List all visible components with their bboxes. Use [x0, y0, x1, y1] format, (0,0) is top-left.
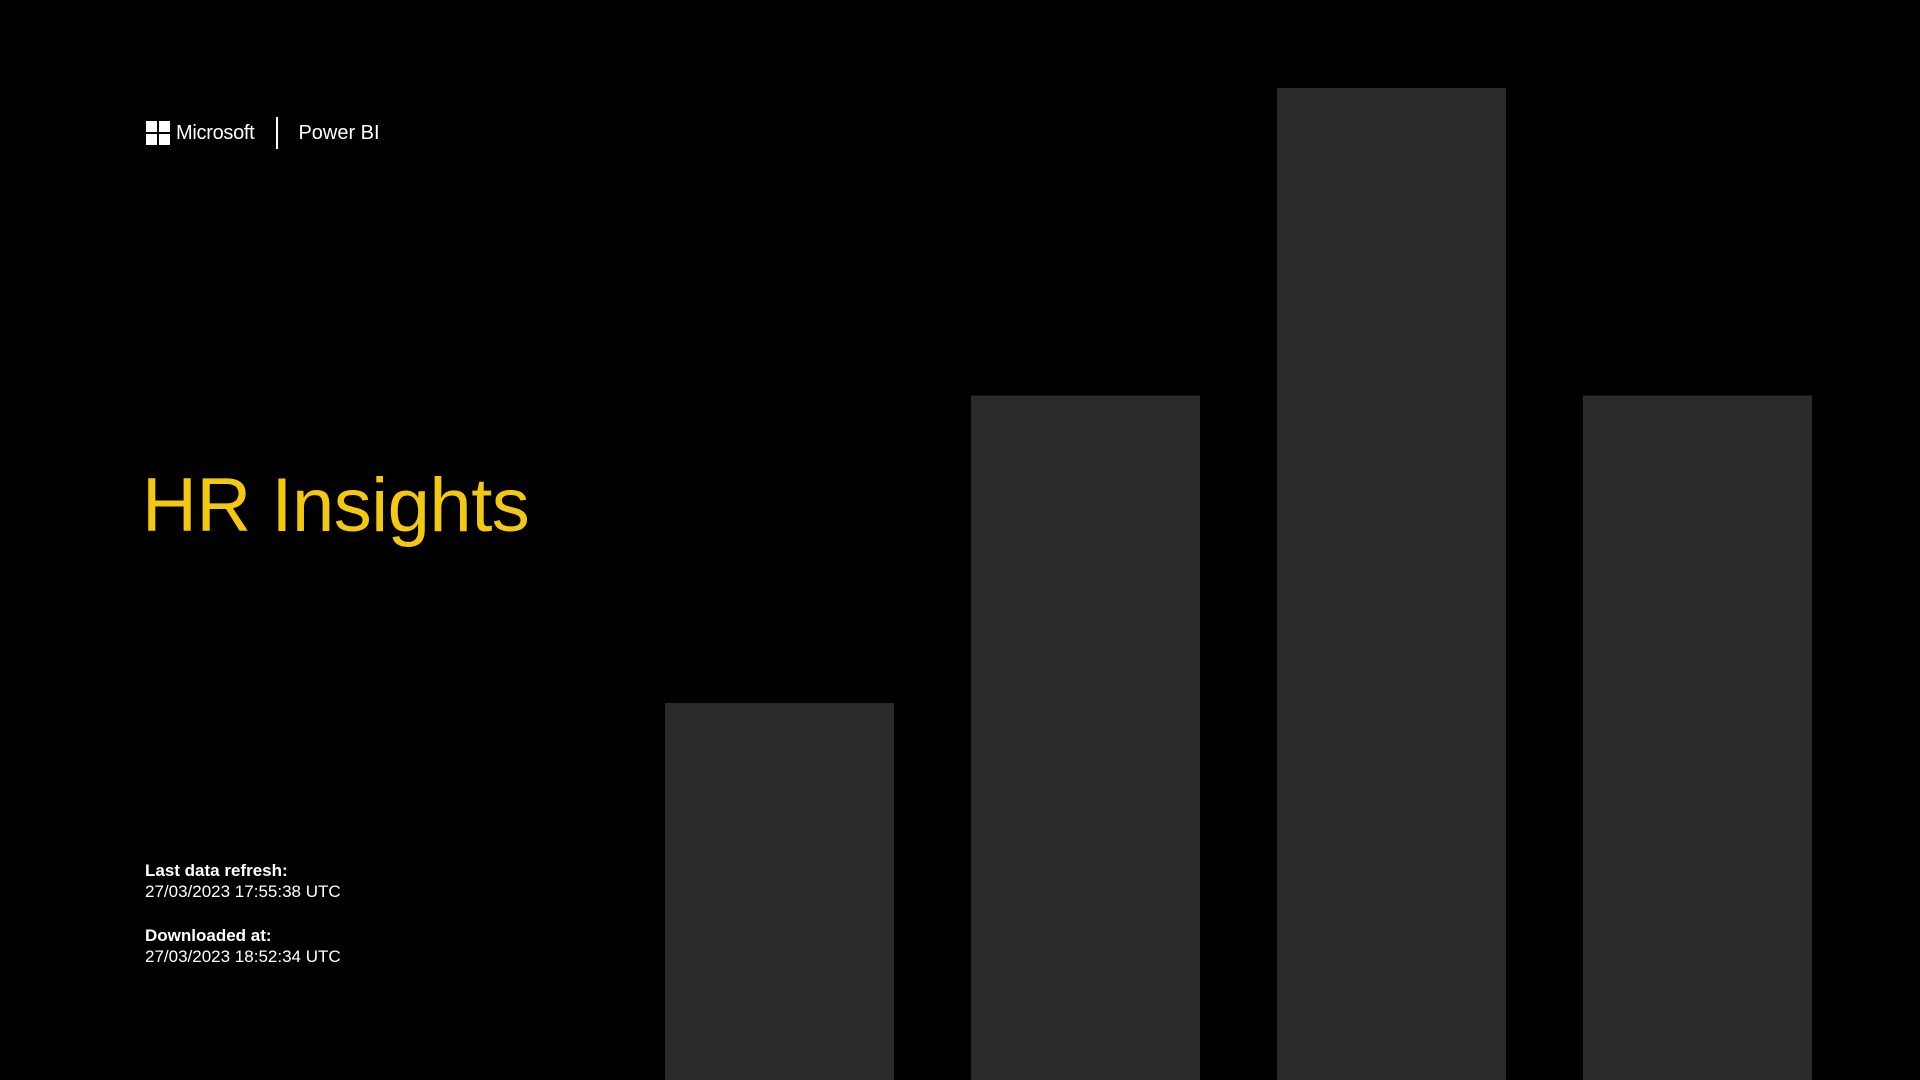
refresh-info: Last data refresh: 27/03/2023 17:55:38 U… [145, 860, 341, 902]
refresh-label: Last data refresh: [145, 861, 288, 880]
decorative-bar-1 [665, 703, 894, 1080]
download-value: 27/03/2023 18:52:34 UTC [145, 947, 341, 966]
decorative-bar-2 [971, 395, 1200, 1080]
report-title: HR Insights [142, 463, 530, 548]
decorative-bar-4 [1583, 395, 1812, 1080]
brand-header: Microsoft Power BI [146, 116, 380, 150]
brand-divider [276, 117, 279, 149]
power-bi-wordmark: Power BI [298, 121, 380, 144]
decorative-bar-3 [1277, 88, 1506, 1080]
report-metadata: Last data refresh: 27/03/2023 17:55:38 U… [145, 860, 341, 967]
download-info: Downloaded at: 27/03/2023 18:52:34 UTC [145, 925, 341, 967]
microsoft-wordmark: Microsoft [176, 121, 255, 144]
download-label: Downloaded at: [145, 926, 272, 945]
refresh-value: 27/03/2023 17:55:38 UTC [145, 882, 341, 901]
microsoft-windows-logo-icon [146, 121, 170, 145]
